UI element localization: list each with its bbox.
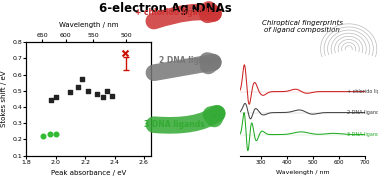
Text: Chiroptical fingerprints
of ligand composition: Chiroptical fingerprints of ligand compo…: [262, 20, 343, 33]
Text: + chlorido ligands: + chlorido ligands: [347, 89, 378, 94]
Point: [48, 99, 54, 102]
Point: [53, 133, 59, 136]
Point: [53, 96, 59, 99]
Text: 2 DNA ligands: 2 DNA ligands: [159, 56, 219, 65]
Point: [104, 89, 110, 92]
Point: [75, 86, 81, 89]
Text: N: N: [191, 5, 198, 14]
Point: [85, 89, 91, 92]
Point: [100, 96, 106, 99]
Point: [40, 135, 46, 138]
Point: [108, 94, 115, 97]
Point: [94, 92, 100, 95]
Point: [79, 78, 85, 81]
Point: [47, 133, 53, 136]
X-axis label: Peak absorbance / eV: Peak absorbance / eV: [51, 170, 127, 176]
Point: [67, 91, 73, 94]
Text: + chlorido ligands: + chlorido ligands: [135, 8, 213, 17]
Y-axis label: Stokes shift / eV: Stokes shift / eV: [1, 71, 7, 127]
Text: -DNAs: -DNAs: [191, 2, 232, 15]
Text: 3 DNA ligands: 3 DNA ligands: [347, 132, 378, 137]
X-axis label: Wavelength / nm: Wavelength / nm: [59, 22, 119, 28]
Text: 6-electron Ag: 6-electron Ag: [99, 2, 189, 15]
Text: 2 DNA ligands: 2 DNA ligands: [347, 110, 378, 115]
Point: [122, 51, 128, 54]
Text: 3 DNA ligands: 3 DNA ligands: [144, 120, 204, 129]
X-axis label: Wavelength / nm: Wavelength / nm: [276, 170, 329, 175]
